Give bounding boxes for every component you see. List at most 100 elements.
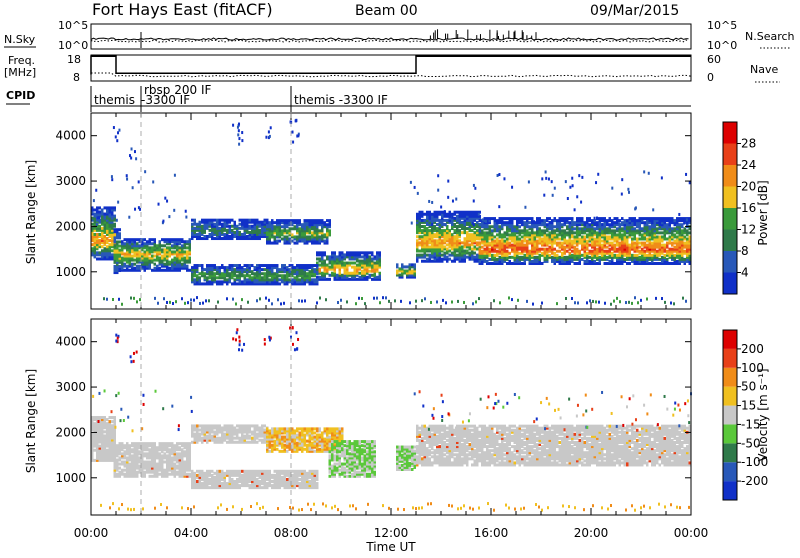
velocity-cell bbox=[146, 461, 149, 464]
power-cell bbox=[101, 249, 104, 252]
power-cell bbox=[681, 217, 684, 220]
power-cell bbox=[609, 248, 612, 251]
power-cell bbox=[319, 229, 322, 232]
power-cell bbox=[235, 302, 237, 305]
power-cell bbox=[619, 219, 622, 222]
power-cell bbox=[326, 255, 329, 258]
power-cell bbox=[119, 240, 122, 243]
power-cell bbox=[464, 250, 467, 253]
power-cell bbox=[229, 264, 232, 267]
power-cell bbox=[661, 235, 664, 238]
power-cell bbox=[164, 197, 166, 200]
velocity-cell bbox=[169, 448, 172, 451]
power-cell bbox=[136, 265, 139, 268]
power-cell bbox=[559, 217, 562, 220]
power-cell bbox=[151, 242, 154, 245]
power-cell bbox=[524, 206, 526, 209]
power-cell bbox=[254, 272, 257, 275]
power-cell bbox=[104, 213, 107, 216]
power-cell bbox=[539, 217, 542, 220]
power-cell bbox=[474, 211, 477, 214]
power-cell bbox=[219, 266, 222, 269]
power-cell bbox=[595, 181, 597, 184]
power-cell bbox=[664, 301, 666, 304]
power-cell bbox=[576, 262, 579, 265]
power-cell bbox=[226, 266, 229, 269]
power-cell bbox=[449, 211, 452, 214]
power-cell bbox=[284, 235, 287, 238]
power-cell bbox=[159, 240, 162, 243]
power-cell bbox=[556, 254, 559, 257]
power-cell bbox=[119, 249, 122, 252]
power-cell bbox=[594, 260, 597, 263]
power-cell bbox=[554, 248, 557, 251]
power-cell bbox=[369, 251, 372, 254]
power-cell bbox=[439, 219, 442, 222]
power-cell bbox=[205, 299, 207, 302]
power-cell bbox=[151, 246, 154, 249]
power-cell bbox=[109, 239, 112, 242]
power-cell bbox=[417, 192, 419, 195]
power-cell bbox=[221, 219, 224, 222]
power-cell bbox=[631, 237, 634, 240]
power-cell bbox=[631, 302, 633, 305]
power-cell bbox=[179, 238, 182, 241]
power-cell bbox=[524, 221, 527, 224]
power-cell bbox=[686, 218, 688, 221]
velocity-cell bbox=[159, 452, 162, 455]
velocity-cell bbox=[111, 424, 114, 427]
power-cell bbox=[264, 219, 267, 222]
power-cell bbox=[410, 181, 412, 184]
power-cell bbox=[533, 220, 535, 223]
power-cell bbox=[639, 242, 642, 245]
power-cell bbox=[455, 198, 457, 201]
power-cell bbox=[109, 206, 112, 209]
velocity-cell bbox=[94, 422, 97, 425]
power-cell bbox=[545, 177, 547, 180]
power-cell bbox=[361, 259, 364, 262]
cpid-segment-themis: themis bbox=[94, 93, 135, 107]
power-cell bbox=[424, 260, 427, 263]
velocity-cell bbox=[136, 442, 139, 445]
power-cell bbox=[336, 255, 339, 258]
power-cell bbox=[279, 274, 282, 277]
power-cell bbox=[489, 217, 492, 220]
power-cell bbox=[379, 301, 381, 304]
power-cell bbox=[364, 251, 367, 254]
power-cell bbox=[444, 245, 447, 248]
power-cell bbox=[211, 264, 214, 267]
power-cell bbox=[666, 237, 669, 240]
power-cell bbox=[644, 250, 647, 253]
power-cell bbox=[639, 250, 642, 253]
power-cell bbox=[359, 276, 362, 279]
power-colorbar-tick-label: 4 bbox=[741, 266, 749, 280]
power-cell bbox=[491, 217, 494, 220]
power-cell bbox=[295, 119, 297, 122]
power-cell bbox=[531, 217, 534, 220]
power-cell bbox=[474, 187, 476, 190]
velocity-cell bbox=[164, 469, 167, 472]
power-cell bbox=[581, 235, 584, 238]
power-cell bbox=[651, 217, 654, 220]
power-cell bbox=[154, 263, 157, 266]
power-cell bbox=[116, 240, 119, 243]
power-cell bbox=[298, 299, 300, 302]
power-cell bbox=[226, 219, 229, 222]
power-cell bbox=[221, 237, 224, 240]
power-cell bbox=[139, 298, 141, 301]
power-cell bbox=[325, 298, 327, 301]
power-cell bbox=[481, 229, 484, 232]
power-cell bbox=[166, 301, 168, 304]
power-cell bbox=[366, 251, 369, 254]
power-colorbar-tick-label: 20 bbox=[741, 180, 756, 194]
power-cell bbox=[655, 297, 657, 300]
power-cell bbox=[569, 252, 572, 255]
velocity-cell bbox=[154, 442, 157, 445]
power-cell bbox=[131, 238, 134, 241]
power-cell bbox=[112, 298, 114, 301]
power-cell bbox=[576, 248, 579, 251]
power-cell bbox=[526, 229, 529, 232]
power-cell bbox=[99, 251, 102, 254]
power-cell bbox=[349, 272, 352, 275]
power-cell bbox=[634, 254, 637, 257]
